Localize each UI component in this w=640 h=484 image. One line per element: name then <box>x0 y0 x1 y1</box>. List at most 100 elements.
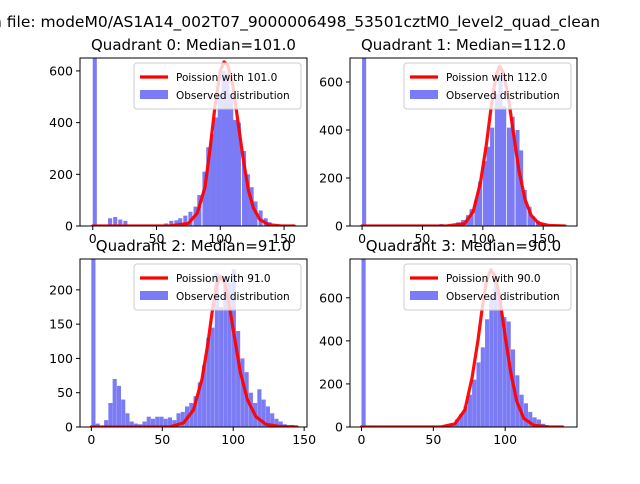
subplot-title: Quadrant 3: Median=90.0 <box>366 237 561 255</box>
histogram-bar <box>532 417 537 427</box>
histogram-bar <box>121 399 126 427</box>
x-tick-label: 50 <box>154 432 170 447</box>
subplot-quadrant-0: 0 50 100 150 0 200 400 600 Quadrant 0: Median=10… <box>49 36 308 246</box>
y-tick-label: 0 <box>65 420 73 435</box>
axes-frame <box>79 258 308 428</box>
subplot-title: Quadrant 0: Median=101.0 <box>91 36 296 54</box>
histogram-bar <box>236 122 241 226</box>
histogram-bar <box>510 116 515 226</box>
histogram-bar <box>270 413 275 427</box>
histogram-bar <box>116 385 122 427</box>
histogram-bar <box>180 411 185 427</box>
y-tick-label: 600 <box>49 63 73 78</box>
histogram-bar <box>361 259 366 427</box>
legend-label-poisson: Poission with 90.0 <box>446 273 541 285</box>
histogram-bar <box>146 416 151 427</box>
histogram-bar <box>257 389 262 427</box>
axes-frame <box>349 57 578 227</box>
histogram-bar <box>125 413 130 427</box>
histogram-bar <box>463 406 468 427</box>
histogram-bar <box>506 321 511 427</box>
x-tick-label: 100 <box>471 231 495 246</box>
subplot-quadrant-1: 0 50 100 150 0 200 400 600 Quadrant 1: Median=11… <box>319 36 578 246</box>
histogram-bar <box>522 190 527 226</box>
histogram-bar <box>467 394 472 427</box>
histogram-bar <box>193 396 198 427</box>
x-tick-label: 0 <box>89 231 97 246</box>
histogram-bar <box>245 174 250 226</box>
histogram-bar <box>233 120 238 226</box>
histogram-bar <box>265 406 270 427</box>
x-tick-label: 100 <box>493 432 517 447</box>
legend-label-observed: Observed distribution <box>176 291 290 303</box>
histogram-bar <box>206 147 211 226</box>
x-tick-label: 50 <box>149 231 165 246</box>
x-tick-label: 50 <box>425 432 441 447</box>
subplot-quadrant-2: 0 50 100 150 0 50 100 150 200 Quadrant 2: Median=… <box>49 237 316 447</box>
legend-bar-swatch <box>410 291 438 300</box>
histogram-bar <box>472 379 477 427</box>
histogram-bar <box>210 134 215 226</box>
y-tick-label: 600 <box>319 290 343 305</box>
histogram-bar <box>172 420 177 427</box>
plot-area <box>91 58 296 226</box>
histogram-bar <box>459 414 464 427</box>
histogram-bar <box>210 327 215 427</box>
x-tick-label: 0 <box>358 432 366 447</box>
histogram-bar <box>108 218 113 226</box>
y-tick-label: 0 <box>335 219 343 234</box>
histogram-bar <box>502 317 507 427</box>
y-tick-label: 200 <box>49 167 73 182</box>
legend-label-poisson: Poission with 101.0 <box>176 72 277 84</box>
histogram-bar <box>506 127 512 226</box>
subplot-grid: 0 50 100 150 0 200 400 600 Quadrant 0: Median=10… <box>49 36 578 447</box>
histogram-bar <box>497 297 503 427</box>
legend: Poission with 101.0 Observed distribution <box>133 62 302 110</box>
histogram-bar <box>167 417 173 427</box>
legend-box <box>133 62 302 110</box>
legend-bar-swatch <box>410 90 438 99</box>
histogram-bar <box>206 337 211 427</box>
y-tick-label: 100 <box>49 351 73 366</box>
histogram-bar <box>236 331 241 427</box>
histogram-bar <box>112 379 117 427</box>
histogram-bar <box>217 94 222 226</box>
x-tick-label: 150 <box>272 231 296 246</box>
histogram-bar <box>221 70 226 226</box>
histogram-bar <box>490 127 495 226</box>
histogram-bar <box>197 382 202 427</box>
histogram-bar <box>274 418 279 427</box>
x-tick-label: 100 <box>208 231 232 246</box>
y-tick-label: 50 <box>57 385 73 400</box>
legend-label-observed: Observed distribution <box>446 291 560 303</box>
legend-box <box>133 263 302 311</box>
histogram-bar <box>515 130 520 226</box>
histogram-bar <box>231 269 236 427</box>
histogram-bar <box>150 418 156 427</box>
histogram-bar <box>202 365 207 427</box>
histogram-bar <box>178 218 183 226</box>
histogram-bar <box>202 171 207 226</box>
histogram-bar <box>95 423 100 427</box>
histogram-bar <box>229 94 234 226</box>
histogram-bar <box>174 220 179 226</box>
legend-label-poisson: Poission with 112.0 <box>446 72 547 84</box>
legend-label-poisson: Poission with 91.0 <box>176 273 271 285</box>
legend-box <box>403 263 572 311</box>
legend-box <box>403 62 572 110</box>
histogram-bar <box>129 421 134 427</box>
x-tick-label: 50 <box>414 231 430 246</box>
y-tick-label: 200 <box>319 376 343 391</box>
histogram-bar <box>155 416 160 427</box>
histogram-bar <box>278 421 283 427</box>
histogram-bar <box>469 209 474 226</box>
subplot-title: Quadrant 2: Median=91.0 <box>96 237 291 255</box>
histogram-bar <box>108 403 113 427</box>
histogram-bar <box>214 272 219 427</box>
figure-suptitle: n file: modeM0/AS1A14_002T07_9000006498_… <box>0 13 600 32</box>
legend-label-observed: Observed distribution <box>176 90 290 102</box>
x-tick-label: 150 <box>292 432 316 447</box>
y-tick-label: 0 <box>335 420 343 435</box>
histogram-bar <box>527 206 532 226</box>
